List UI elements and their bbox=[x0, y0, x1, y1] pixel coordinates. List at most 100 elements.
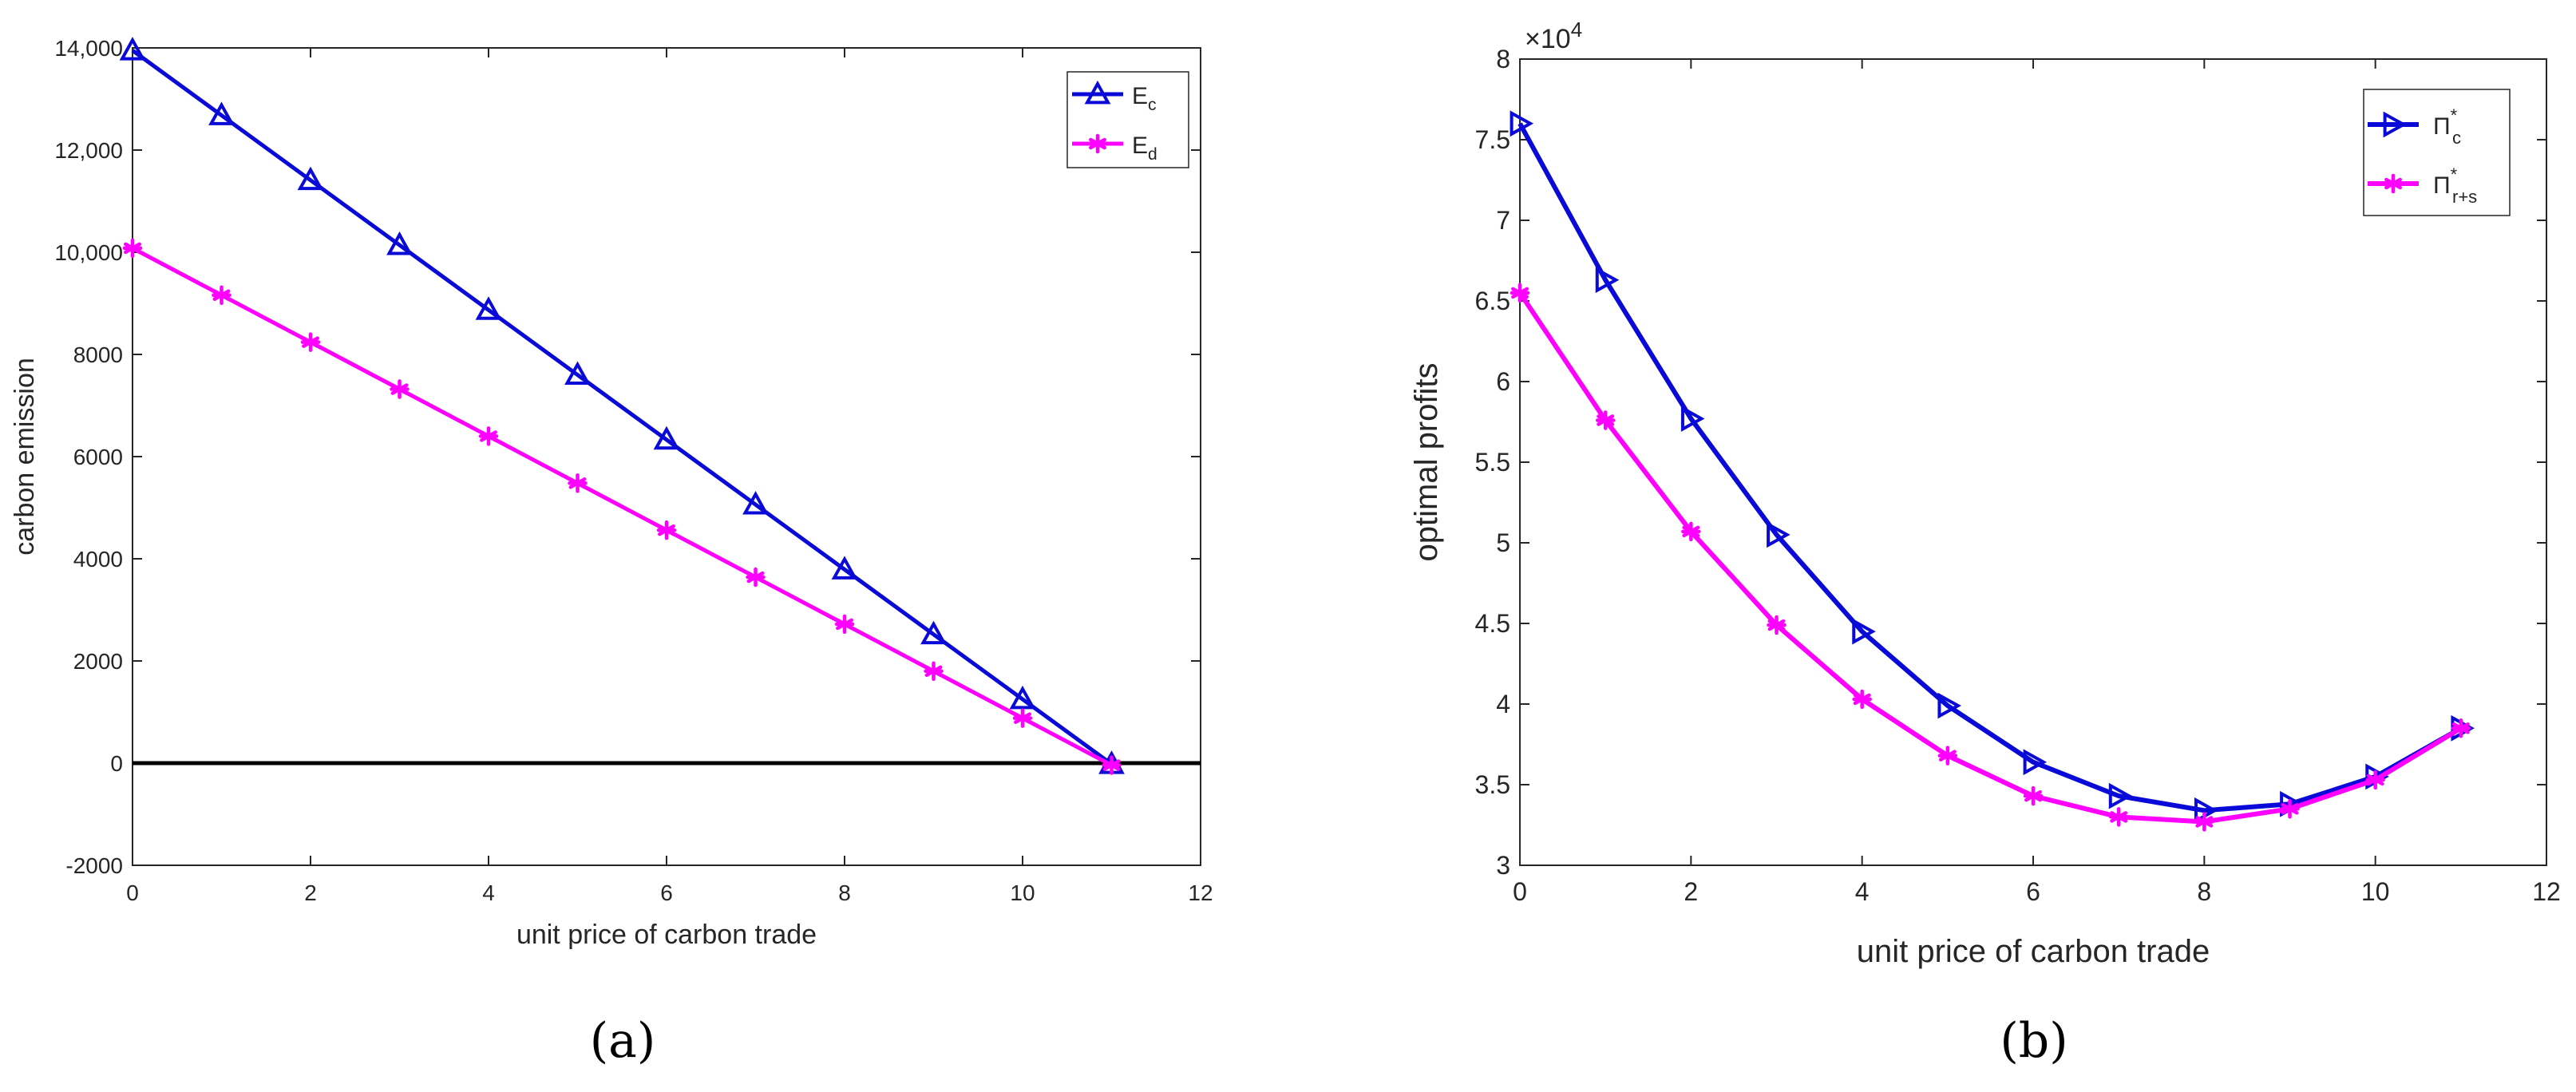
data-point-a-1 bbox=[1102, 755, 1122, 775]
y-tick-label-a: 4000 bbox=[73, 547, 123, 572]
y-tick-label-a: -2000 bbox=[65, 853, 123, 878]
data-point-a-0 bbox=[653, 425, 680, 450]
y-tick-label-b: 6.5 bbox=[1475, 287, 1510, 315]
y-tick-label-b: 3 bbox=[1496, 851, 1510, 880]
series-layer-b bbox=[1510, 110, 2475, 832]
legend-label-ed-sub: d bbox=[1148, 145, 1157, 164]
legend-label-pi-rs: Π* r+s bbox=[2433, 164, 2477, 207]
data-point-a-0 bbox=[475, 296, 502, 320]
data-point-a-0 bbox=[742, 491, 769, 515]
legend-marker-pi-c bbox=[2368, 111, 2419, 138]
data-point-b-1 bbox=[2108, 807, 2129, 827]
y-multiplier-exp: 4 bbox=[1571, 18, 1582, 42]
data-point-b-0 bbox=[2023, 749, 2048, 776]
caption-a: (a) bbox=[590, 1013, 656, 1069]
legend-label-pi-rs-sup: * bbox=[2451, 164, 2458, 184]
legend-box-b bbox=[2363, 89, 2511, 216]
x-axis-label-a: unit price of carbon trade bbox=[516, 920, 817, 950]
data-point-b-1 bbox=[2194, 812, 2214, 832]
legend-b: Π* c Π* r+s bbox=[2363, 89, 2511, 216]
chart-a: 0 2 4 6 8 10 12-20000200040006000800010,00012,… bbox=[10, 36, 1213, 1069]
ticks-a: 0 2 4 6 8 10 12-20000200040006000800010,00012,… bbox=[54, 36, 1213, 905]
x-tick-label-a: 2 bbox=[304, 880, 317, 905]
data-point-a-1 bbox=[924, 661, 944, 682]
y-axis-label-a: carbon emission bbox=[10, 358, 40, 556]
legend-label-ec-main: E bbox=[1132, 83, 1148, 109]
data-point-b-0 bbox=[2108, 782, 2133, 809]
data-point-b-0 bbox=[1510, 110, 1534, 137]
x-tick-label-b: 8 bbox=[2197, 877, 2211, 906]
x-tick-label-b: 0 bbox=[1513, 877, 1527, 906]
x-tick-label-a: 6 bbox=[660, 880, 673, 905]
legend-label-ed-main: E bbox=[1132, 133, 1148, 159]
legend-label-pi-c-sup: * bbox=[2451, 105, 2458, 125]
series-line-b-1 bbox=[1518, 291, 2463, 825]
data-point-a-1 bbox=[656, 520, 677, 540]
x-tick-label-a: 8 bbox=[838, 880, 851, 905]
data-point-b-1 bbox=[1767, 615, 1787, 635]
series-line-a-1 bbox=[131, 246, 1113, 767]
legend-marker-symbol bbox=[2383, 111, 2408, 138]
y-tick-label-a: 14,000 bbox=[54, 36, 123, 61]
legend-marker-pi-rs bbox=[2368, 173, 2419, 194]
data-point-a-1 bbox=[478, 426, 499, 446]
y-tick-label-a: 10,000 bbox=[54, 240, 123, 265]
y-tick-label-b: 8 bbox=[1496, 45, 1510, 73]
series-line-a-0 bbox=[131, 49, 1113, 766]
legend-label-ec-sub: c bbox=[1148, 96, 1157, 114]
caption-b: (b) bbox=[2000, 1013, 2068, 1069]
data-point-a-1 bbox=[300, 332, 321, 352]
data-point-b-0 bbox=[1595, 267, 1620, 294]
data-point-b-1 bbox=[2023, 785, 2044, 806]
x-axis-label-b: unit price of carbon trade bbox=[1857, 934, 2210, 969]
data-point-a-0 bbox=[208, 101, 235, 125]
x-tick-label-a: 0 bbox=[126, 880, 139, 905]
legend-a: Ec Ed bbox=[1066, 71, 1189, 168]
data-point-b-0 bbox=[1852, 618, 1876, 645]
data-point-a-0 bbox=[119, 37, 146, 61]
legend-label-pi-rs-sub: r+s bbox=[2452, 187, 2477, 207]
legend-marker-symbol bbox=[2383, 173, 2404, 194]
legend-label-pi-rs-main: Π bbox=[2433, 172, 2451, 199]
y-tick-label-b: 4.5 bbox=[1475, 609, 1510, 638]
data-point-a-0 bbox=[297, 166, 324, 191]
data-point-a-1 bbox=[1012, 708, 1033, 728]
data-point-b-1 bbox=[1937, 746, 1958, 766]
data-point-b-1 bbox=[2451, 718, 2471, 738]
data-point-b-1 bbox=[2280, 799, 2300, 819]
data-point-a-1 bbox=[834, 614, 855, 635]
x-tick-label-b: 2 bbox=[1684, 877, 1698, 906]
data-point-a-0 bbox=[564, 361, 591, 385]
data-point-b-0 bbox=[1767, 521, 1791, 548]
data-point-a-1 bbox=[390, 379, 410, 399]
data-point-b-1 bbox=[1510, 283, 1530, 303]
x-tick-label-a: 12 bbox=[1188, 880, 1213, 905]
y-tick-label-b: 4 bbox=[1496, 690, 1510, 718]
legend-marker-symbol bbox=[1087, 133, 1108, 154]
x-tick-label-b: 12 bbox=[2532, 877, 2561, 906]
y-tick-label-a: 0 bbox=[110, 751, 123, 776]
y-tick-label-b: 7.5 bbox=[1475, 125, 1510, 154]
y-axis-label-b: optimal profits bbox=[1409, 363, 1444, 562]
legend-box-a bbox=[1066, 71, 1189, 168]
data-point-a-0 bbox=[920, 620, 947, 645]
legend-label-pi-c-main: Π bbox=[2433, 113, 2451, 140]
legend-marker-symbol bbox=[1084, 80, 1111, 105]
series-line-b-0 bbox=[1518, 122, 2463, 813]
y-multiplier-base: ×10 bbox=[1525, 24, 1571, 54]
plot-area-a bbox=[132, 47, 1201, 866]
data-point-a-1 bbox=[746, 567, 766, 588]
data-point-a-0 bbox=[831, 556, 858, 580]
legend-label-ec: Ec bbox=[1132, 83, 1157, 114]
data-point-b-0 bbox=[1937, 692, 1961, 719]
data-point-a-0 bbox=[1009, 685, 1036, 710]
y-tick-label-b: 5.5 bbox=[1475, 448, 1510, 477]
legend-label-pi-c-sub: c bbox=[2452, 128, 2461, 148]
y-tick-label-a: 8000 bbox=[73, 342, 123, 367]
x-tick-label-a: 4 bbox=[482, 880, 495, 905]
data-point-b-1 bbox=[1681, 521, 1701, 542]
data-point-a-0 bbox=[386, 231, 413, 255]
